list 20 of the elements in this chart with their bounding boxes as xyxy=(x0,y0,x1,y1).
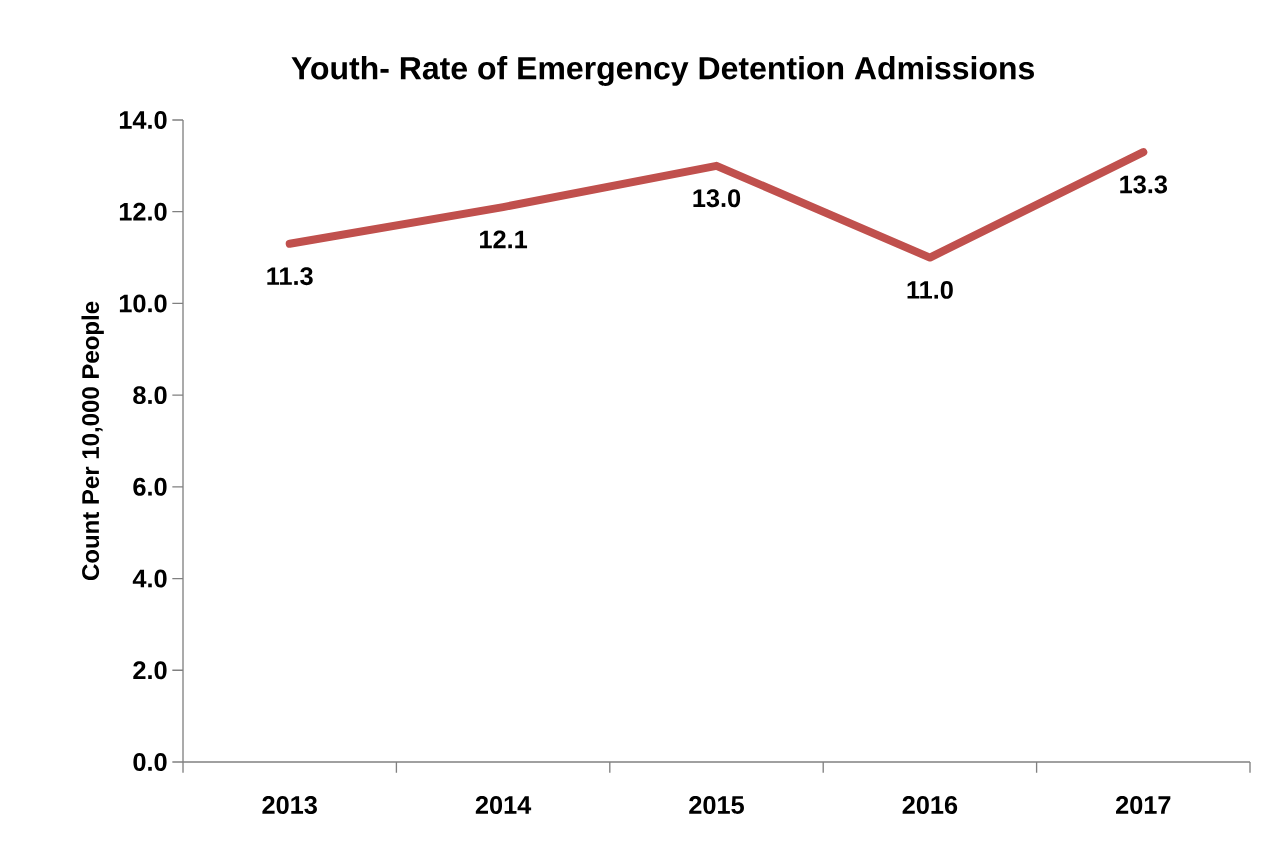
y-axis-title: Count Per 10,000 People xyxy=(81,301,104,581)
y-tick-label: 6.0 xyxy=(133,477,167,496)
y-tick-label: 10.0 xyxy=(119,294,167,313)
data-label: 11.0 xyxy=(907,280,953,299)
x-tick-label: 2013 xyxy=(262,796,317,815)
y-tick-label: 14.0 xyxy=(119,111,167,129)
x-tick-label: 2016 xyxy=(902,796,958,814)
y-tick-label: 2.0 xyxy=(133,661,167,680)
data-label: 13.3 xyxy=(1120,175,1168,194)
chart-title: Youth- Rate of Emergency Detention Admissions xyxy=(291,55,1034,86)
data-label: 11.3 xyxy=(267,267,313,286)
y-tick-label: 12.0 xyxy=(119,202,167,221)
y-tick-label: 4.0 xyxy=(132,569,167,588)
data-label: 13.0 xyxy=(693,189,741,208)
x-tick-label: 2017 xyxy=(1116,796,1171,814)
x-tick-label: 2014 xyxy=(475,796,532,814)
y-tick-label: 0.0 xyxy=(133,753,167,771)
data-label: 12.1 xyxy=(480,230,528,249)
x-tick-label: 2015 xyxy=(689,796,744,814)
y-tick-label: 8.0 xyxy=(133,386,167,405)
